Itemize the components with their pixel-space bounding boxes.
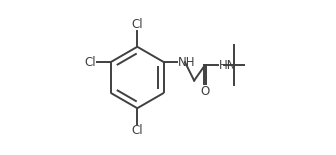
Text: HN: HN <box>218 59 236 72</box>
Text: Cl: Cl <box>131 124 143 137</box>
Text: Cl: Cl <box>131 18 143 31</box>
Text: NH: NH <box>177 56 195 69</box>
Text: O: O <box>200 85 210 98</box>
Text: Cl: Cl <box>85 56 96 69</box>
